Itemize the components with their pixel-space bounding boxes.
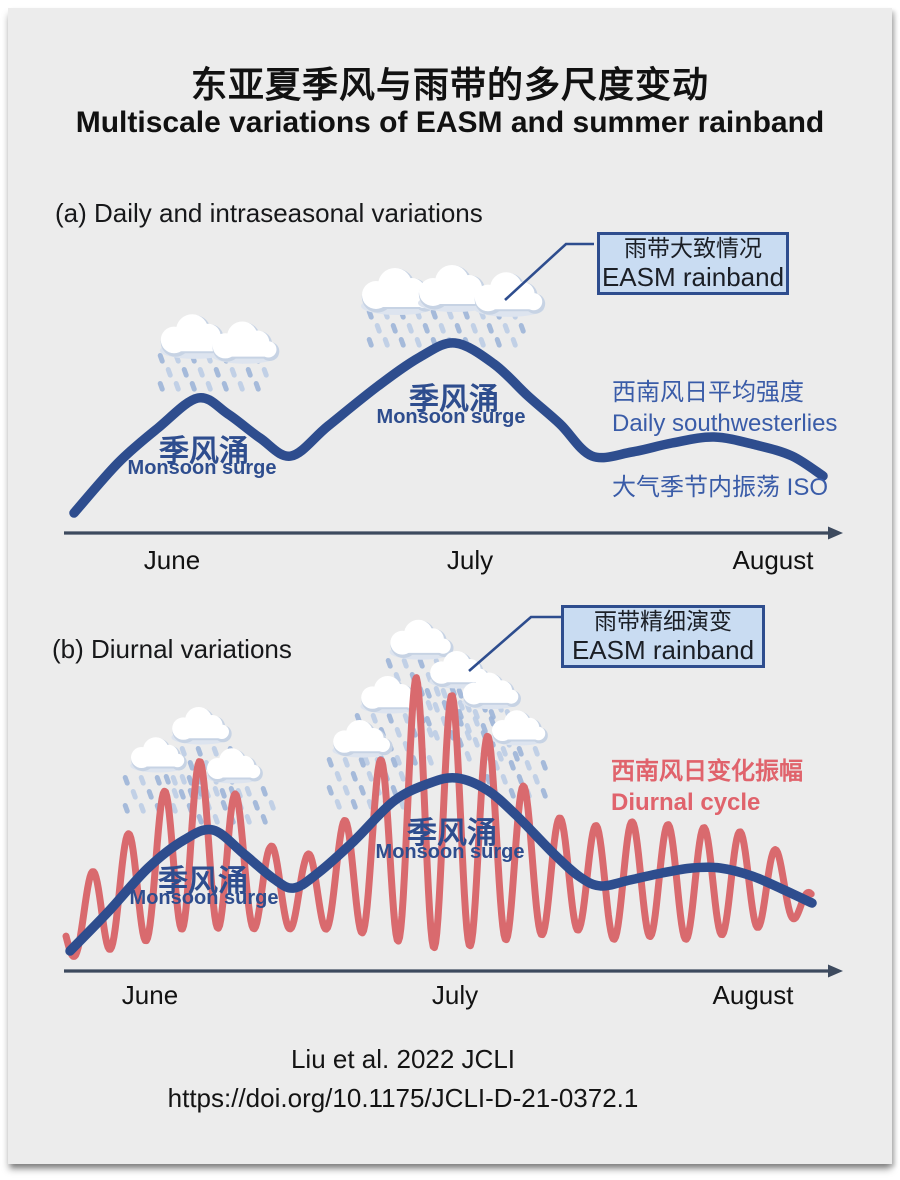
- panel-a-surge2-en: Monsoon surge: [376, 406, 526, 428]
- panel-a-surge2-zh: 季风涌: [409, 383, 499, 416]
- main-title-en: Multiscale variations of EASM and summer…: [75, 106, 825, 139]
- panel-a-daily-label-zh: 西南风日平均强度: [612, 379, 804, 406]
- panel-a-heading: (a) Daily and intraseasonal variations: [55, 198, 483, 228]
- panel-a-iso-label: 大气季节内振荡 ISO: [612, 474, 829, 501]
- panel-b-surge1-zh: 季风涌: [158, 865, 248, 898]
- panel-b-surge2-en: Monsoon surge: [375, 841, 525, 863]
- panel-a-month-july: July: [446, 545, 494, 575]
- panel-a-callout-line1: 雨带大致情况: [624, 234, 762, 261]
- panel-a-daily-label-en: Daily southwesterlies: [612, 410, 838, 437]
- panel-b-diurnal-label-zh: 西南风日变化振幅: [611, 758, 803, 785]
- panel-b-month-june: June: [121, 980, 179, 1010]
- panel-b-callout-line2: EASM rainband: [571, 634, 755, 665]
- panel-a-callout-line2: EASM rainband: [601, 261, 785, 292]
- panel-a-month-august: August: [732, 545, 814, 575]
- panel-a-callout: 雨带大致情况 EASM rainband: [597, 232, 789, 295]
- panel-b-month-august: August: [712, 980, 794, 1010]
- panel-a-surge1-zh: 季风涌: [159, 435, 249, 468]
- panel-a-surge1-en: Monsoon surge: [127, 457, 277, 479]
- panel-a-month-june: June: [143, 545, 201, 575]
- panel-b-month-july: July: [431, 980, 479, 1010]
- doi-link[interactable]: https://doi.org/10.1175/JCLI-D-21-0372.1: [167, 1083, 639, 1113]
- panel-b-callout: 雨带精细演变 EASM rainband: [561, 605, 765, 668]
- panel-b-surge2-zh: 季风涌: [407, 817, 497, 850]
- panel-b-surge1-en: Monsoon surge: [129, 887, 279, 909]
- panel-b-callout-line1: 雨带精细演变: [594, 607, 732, 634]
- main-title-zh: 东亚夏季风与雨带的多尺度变动: [190, 64, 710, 105]
- panel-b-diurnal-label-en: Diurnal cycle: [611, 789, 761, 816]
- citation-text: Liu et al. 2022 JCLI: [290, 1044, 516, 1074]
- panel-b-heading: (b) Diurnal variations: [52, 634, 292, 664]
